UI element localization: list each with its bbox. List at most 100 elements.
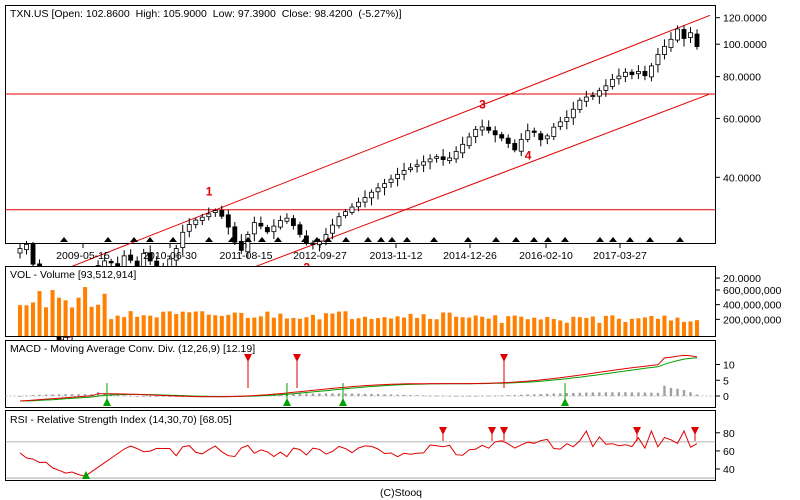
signal-triangle-marker [430,237,438,242]
candle-body [219,210,225,217]
signal-triangle-marker [596,237,604,242]
volume-axis-label: 200,000,000 [723,314,782,326]
candle-body [134,260,140,268]
candle-body [212,210,218,213]
volume-bar [83,287,88,336]
macd-panel-title: MACD - Moving Average Conv. Div. (12,26,… [10,343,255,355]
volume-bar [382,317,387,336]
volume-bar [96,304,101,336]
volume-bar [551,318,556,336]
candle-body [206,213,212,218]
candle-body [525,130,531,140]
volume-bar [428,318,433,336]
volume-bar [245,317,250,336]
volume-bar [395,316,400,336]
price-axis-label: 80.0000 [723,72,761,84]
signal-triangle-marker [60,237,68,242]
volume-bar [454,316,459,336]
candle-body [343,211,348,217]
rsi-panel-title: RSI - Relative Strength Index (14,30,70)… [10,414,232,426]
volume-bar [649,316,654,336]
signal-triangle-marker [388,237,396,242]
macd-histogram-bar [70,394,74,396]
volume-bar [486,318,491,336]
candle-body [173,248,179,261]
volume-bar [128,311,133,336]
candle-body [382,183,387,188]
price-axis-label: 60.0000 [723,113,761,125]
macd-histogram-bar [526,394,529,396]
volume-bar [460,317,465,336]
macd-histogram-bar [64,394,67,396]
volume-bar [219,315,224,336]
candle-body [609,78,615,87]
volume-bar [668,320,673,336]
candle-body [544,135,550,140]
macd-histogram-bar [689,392,692,396]
macd-histogram-bar [520,394,523,396]
signal-triangle-marker [530,237,538,242]
volume-axis-label: 400,000,000 [723,300,782,312]
change-value: (-5.27%) [358,8,398,20]
volume-bar [389,318,394,336]
macd-buy-marker [283,398,291,406]
volume-bar [330,313,335,336]
volume-bar [408,313,413,336]
macd-histogram-bar [44,394,48,396]
macd-histogram-bar [695,394,699,396]
macd-histogram-bar [324,393,328,396]
volume-bar [499,322,504,336]
volume-bar [115,315,120,336]
upper-channel-line [32,14,711,283]
high-label: High: [136,8,161,20]
candle-body [668,38,674,48]
candle-body [649,65,654,78]
volume-panel-title: VOL - Volume [93,512,914] [10,269,136,281]
candle-body [596,90,602,97]
candle-body [577,99,583,110]
candle-body [583,96,589,102]
volume-bar [402,317,407,336]
rsi-overbought-marker [633,427,641,435]
candle-body [290,218,296,226]
volume-bar [610,315,615,336]
volume-bar [278,313,283,336]
rsi-panel [5,410,716,481]
rsi-axis-label: 40 [723,464,735,476]
macd-histogram-bar [663,385,666,396]
macd-buy-marker [103,398,111,406]
signal-triangle-marker [403,237,411,242]
volume-bar [271,317,276,336]
rsi-axis-label: 60 [723,446,735,458]
x-axis-label: 2014-12-26 [443,250,497,262]
volume-bar [512,315,517,336]
candle-body [688,32,693,38]
macd-histogram-bar [533,394,536,396]
signal-triangle-marker [274,237,282,242]
macd-histogram-bar [363,393,367,396]
x-axis-label: 2012-09-27 [293,250,347,262]
signal-triangle-marker [301,237,309,242]
rsi-overbought-marker [488,427,496,435]
macd-histogram-bar [565,393,569,396]
macd-axis-label: 5 [723,375,729,387]
signal-triangle-marker [512,237,520,242]
volume-bar [122,317,127,336]
candle-body [492,130,498,136]
candle-body [277,220,283,228]
macd-histogram-bar [331,393,334,396]
macd-histogram-bar [90,394,93,396]
volume-bar [336,311,341,336]
wave-label-4: 4 [525,148,532,162]
candle-body [564,117,570,122]
volume-bar [590,316,595,336]
signal-triangle-marker [244,237,252,242]
volume-bar [623,321,628,336]
volume-bar [200,311,205,336]
candle-body [186,224,192,232]
price-axis-label: 120.0000 [723,13,767,25]
signal-triangle-marker [492,237,500,242]
volume-bar [154,317,159,336]
volume-bar [193,311,198,336]
